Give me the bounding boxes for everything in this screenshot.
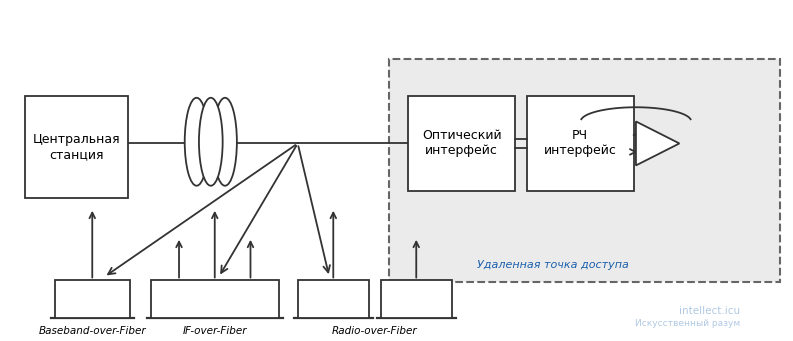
Ellipse shape	[199, 98, 223, 186]
Text: intellect.icu: intellect.icu	[679, 306, 740, 316]
Ellipse shape	[185, 98, 209, 186]
Bar	[381, 280, 452, 317]
Text: Baseband-over-Fiber: Baseband-over-Fiber	[38, 326, 146, 336]
Bar	[527, 96, 634, 191]
Text: Центральная
станция: Центральная станция	[33, 133, 121, 161]
Polygon shape	[636, 121, 680, 165]
Text: Radio-over-Fiber: Radio-over-Fiber	[332, 326, 418, 336]
Bar	[151, 280, 278, 317]
Ellipse shape	[213, 98, 237, 186]
Bar	[389, 59, 780, 282]
Bar	[55, 280, 130, 317]
Text: Оптический
интерфейс: Оптический интерфейс	[422, 130, 501, 158]
Bar	[25, 96, 128, 197]
Bar	[408, 96, 515, 191]
Text: IF-over-Fiber: IF-over-Fiber	[182, 326, 247, 336]
Text: Искусственный разум: Искусственный разум	[635, 319, 740, 328]
Text: Удаленная точка доступа: Удаленная точка доступа	[477, 260, 629, 270]
Bar	[297, 280, 369, 317]
Text: РЧ
интерфейс: РЧ интерфейс	[544, 130, 617, 158]
